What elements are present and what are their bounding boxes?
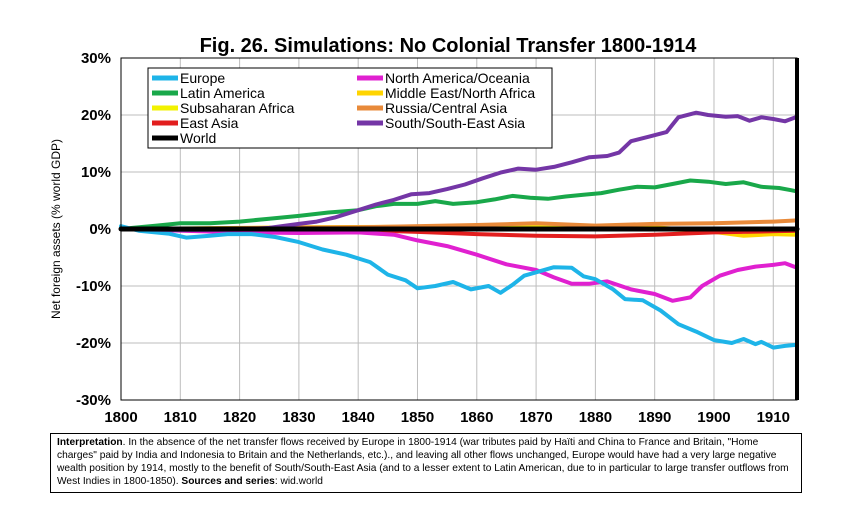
legend-label: Europe: [180, 70, 225, 86]
x-tick-label: 1890: [638, 409, 671, 426]
chart-title: Fig. 26. Simulations: No Colonial Transf…: [200, 35, 698, 57]
legend-box: [147, 67, 553, 149]
y-axis-label: Net foreign assets (% world GDP): [49, 139, 63, 319]
legend-label: World: [180, 130, 216, 146]
x-tick-label: 1820: [223, 409, 256, 426]
series-line-latin-america: [119, 178, 799, 231]
x-tick-label: 1900: [697, 409, 730, 426]
series-line-europe: [119, 224, 799, 350]
x-tick-label: 1850: [401, 409, 434, 426]
series-line-south-south-east-asia: [119, 110, 799, 233]
chart: Fig. 26. Simulations: No Colonial Transf…: [49, 35, 800, 426]
x-tick-label: 1860: [460, 409, 493, 426]
x-tick-label: 1830: [282, 409, 315, 426]
legend-label: North America/Oceania: [385, 70, 530, 86]
y-tick-label: 10%: [81, 164, 111, 181]
y-tick-labels: 30% 20% 10% 0% -10% -20% -30%: [76, 50, 111, 409]
sources-label: Sources and series: [181, 476, 275, 487]
y-tick-label: 30%: [81, 50, 111, 67]
series-line-north-america-oceania: [119, 227, 799, 303]
y-tick-label: 20%: [81, 107, 111, 124]
series-lines: [118, 110, 800, 350]
interpretation-caption: Interpretation. In the absence of the ne…: [50, 433, 802, 493]
x-tick-label: 1840: [342, 409, 375, 426]
x-tick-label: 1910: [757, 409, 790, 426]
y-tick-label: 0%: [89, 221, 111, 238]
x-tick-label: 1800: [104, 409, 137, 426]
legend-label: Middle East/North Africa: [385, 85, 535, 101]
legend-label: South/South-East Asia: [385, 115, 525, 131]
sources-value: : wid.world: [274, 476, 323, 487]
x-tick-label: 1810: [164, 409, 197, 426]
y-tick-label: -10%: [76, 278, 111, 295]
y-tick-label: -20%: [76, 335, 111, 352]
legend-label: Latin America: [180, 85, 265, 101]
x-tick-label: 1870: [519, 409, 552, 426]
caption-lead: Interpretation: [57, 437, 123, 448]
x-tick-labels: 1800 1810 1820 1830 1840 1850 1860 1870 1880 1890…: [104, 409, 790, 426]
legend-label: Russia/Central Asia: [385, 100, 507, 116]
x-tick-label: 1880: [579, 409, 612, 426]
caption-text: . In the absence of the net transfer flo…: [57, 437, 789, 487]
legend-label: East Asia: [180, 115, 239, 131]
y-tick-label: -30%: [76, 392, 111, 409]
legend-label: Subsaharan Africa: [180, 100, 295, 116]
legend: Europe North America/Oceania Latin America…: [147, 67, 553, 149]
